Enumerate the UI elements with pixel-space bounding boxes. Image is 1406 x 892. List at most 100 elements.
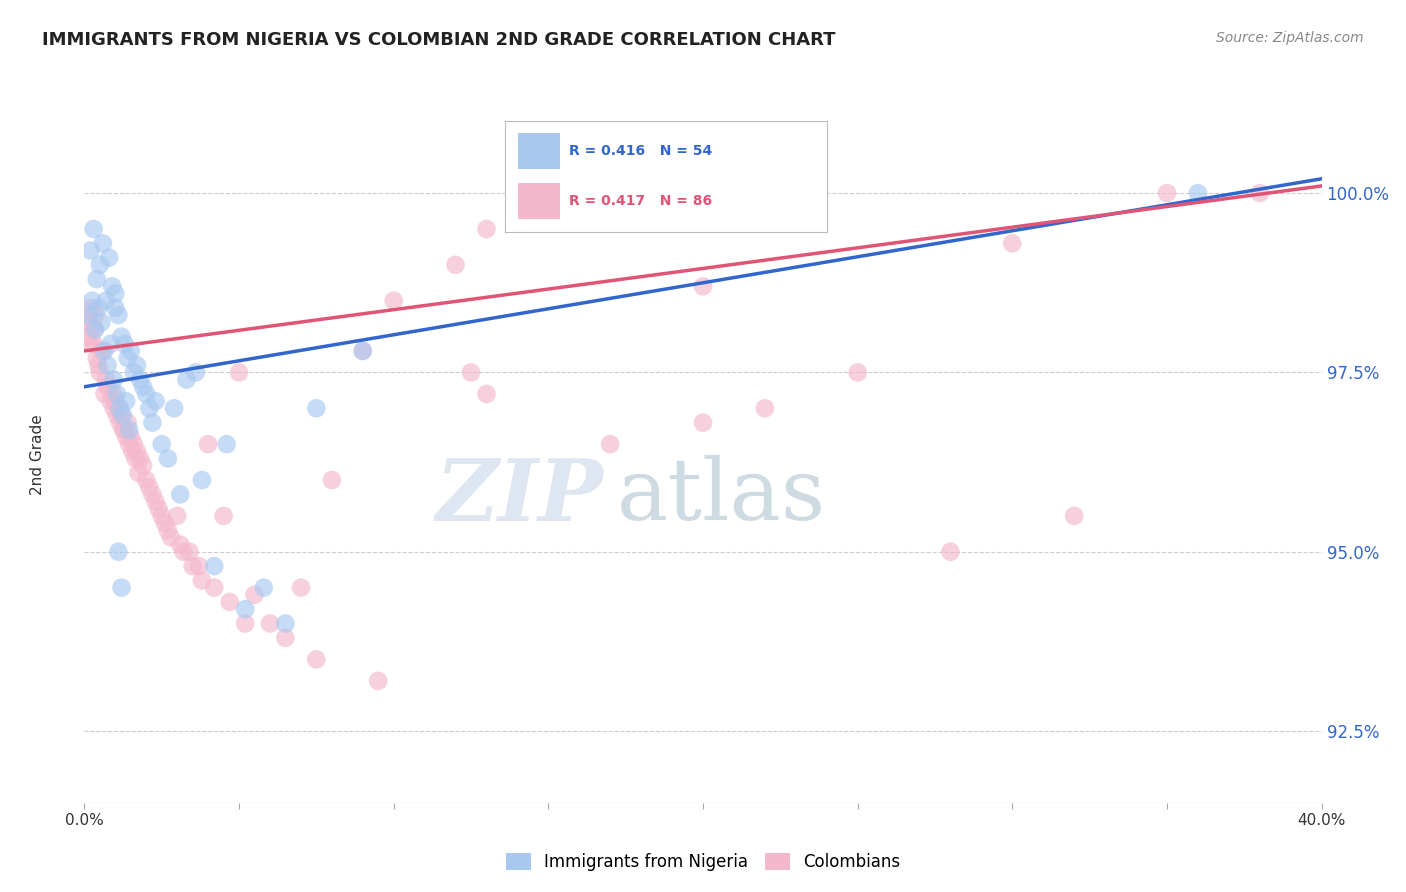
Point <box>1249 186 1271 200</box>
Point <box>86 272 108 286</box>
Point <box>93 387 115 401</box>
Point <box>86 351 108 365</box>
Point <box>197 437 219 451</box>
Point <box>215 437 238 451</box>
Point <box>939 545 962 559</box>
Point <box>80 336 103 351</box>
Point <box>117 416 139 430</box>
Point <box>87 301 110 315</box>
Point <box>104 394 127 409</box>
Point <box>176 373 198 387</box>
Point <box>352 343 374 358</box>
Point <box>105 387 128 401</box>
Point <box>1001 236 1024 251</box>
Point <box>274 616 297 631</box>
Point <box>83 222 105 236</box>
Point <box>129 451 152 466</box>
Point <box>122 366 145 380</box>
Point <box>148 501 170 516</box>
Point <box>141 416 163 430</box>
Point <box>115 394 138 409</box>
Point <box>160 530 183 544</box>
Point <box>475 387 498 401</box>
Point <box>104 286 127 301</box>
Point <box>97 358 120 372</box>
Point <box>129 373 152 387</box>
Point <box>110 581 132 595</box>
Point <box>118 423 141 437</box>
Text: IMMIGRANTS FROM NIGERIA VS COLOMBIAN 2ND GRADE CORRELATION CHART: IMMIGRANTS FROM NIGERIA VS COLOMBIAN 2ND… <box>42 31 835 49</box>
Point <box>138 401 160 416</box>
Point <box>1156 186 1178 200</box>
Point <box>79 301 101 315</box>
Point <box>118 437 141 451</box>
Point <box>117 351 139 365</box>
Point <box>754 401 776 416</box>
Point <box>253 581 276 595</box>
Point <box>94 373 117 387</box>
Point <box>184 366 207 380</box>
Point <box>84 308 107 322</box>
Point <box>97 380 120 394</box>
Point <box>153 516 176 530</box>
Point <box>101 279 124 293</box>
Point <box>98 380 121 394</box>
Point <box>110 409 132 423</box>
Point <box>132 380 155 394</box>
Text: ZIP: ZIP <box>436 455 605 539</box>
Point <box>91 236 114 251</box>
Point <box>77 308 100 322</box>
Point <box>135 473 157 487</box>
Point <box>83 322 105 336</box>
Point <box>76 315 98 329</box>
Point <box>112 423 135 437</box>
Point <box>181 559 204 574</box>
Point <box>121 444 143 458</box>
Point <box>90 343 112 358</box>
Text: 2nd Grade: 2nd Grade <box>31 415 45 495</box>
Point <box>103 373 125 387</box>
Point <box>187 559 209 574</box>
Point <box>460 366 482 380</box>
Point <box>179 545 201 559</box>
Point <box>115 430 138 444</box>
Point <box>156 523 179 537</box>
Point <box>150 508 173 523</box>
Text: atlas: atlas <box>616 455 825 538</box>
Point <box>90 315 112 329</box>
Point <box>114 336 136 351</box>
Text: Source: ZipAtlas.com: Source: ZipAtlas.com <box>1216 31 1364 45</box>
Point <box>91 343 114 358</box>
Point <box>122 437 145 451</box>
Point <box>125 358 148 372</box>
Point <box>233 602 256 616</box>
Point <box>191 574 214 588</box>
Point <box>305 401 328 416</box>
Point <box>82 322 104 336</box>
Point <box>145 394 167 409</box>
Point <box>94 293 117 308</box>
Point <box>83 336 105 351</box>
Point <box>103 401 125 416</box>
Point <box>846 366 869 380</box>
Point <box>475 222 498 236</box>
Point <box>1187 186 1209 200</box>
Point <box>172 545 194 559</box>
Point <box>100 394 122 409</box>
Point <box>382 293 405 308</box>
Point <box>100 336 122 351</box>
Point <box>444 258 467 272</box>
Point <box>79 244 101 258</box>
Point <box>77 308 100 322</box>
Point <box>150 437 173 451</box>
Point <box>630 201 652 215</box>
Point <box>166 508 188 523</box>
Point <box>107 308 129 322</box>
Point <box>120 343 142 358</box>
Point <box>163 401 186 416</box>
Point <box>202 559 225 574</box>
Point <box>218 595 240 609</box>
Point <box>101 387 124 401</box>
Point <box>191 473 214 487</box>
Point <box>104 301 127 315</box>
